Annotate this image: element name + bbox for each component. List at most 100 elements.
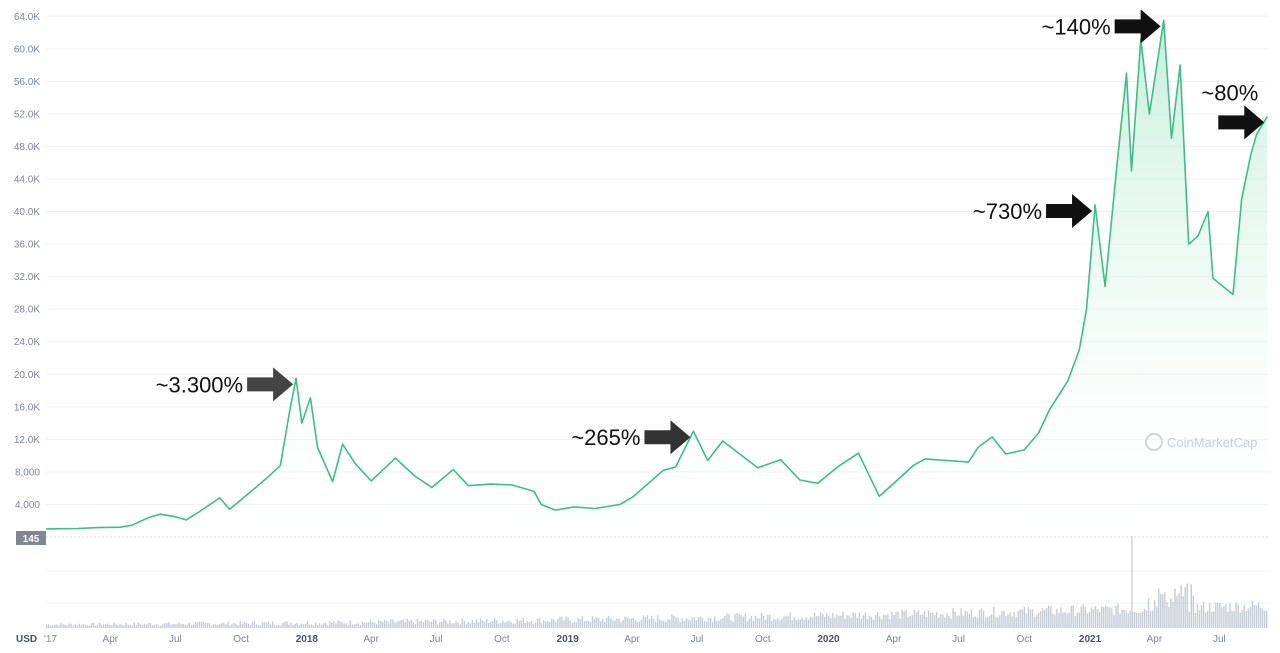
volume-bar	[581, 616, 584, 628]
x-tick-label: Apr	[1147, 634, 1163, 645]
volume-bar	[540, 623, 543, 628]
volume-bar	[204, 622, 207, 628]
volume-bar	[1113, 614, 1115, 628]
volume-bar	[997, 617, 999, 628]
volume-bar	[1208, 603, 1211, 628]
volume-bar	[524, 623, 527, 628]
volume-bar	[115, 624, 117, 628]
y-tick-label: 52.0K	[14, 109, 40, 120]
volume-bar	[697, 617, 700, 628]
volume-bar	[589, 622, 592, 628]
volume-bar	[353, 624, 355, 628]
volume-bar	[449, 620, 451, 628]
volume-bar	[337, 620, 339, 628]
volume-bar	[473, 622, 476, 628]
volume-bar	[1162, 594, 1164, 628]
volume-bar	[724, 615, 726, 628]
volume-bar	[151, 625, 154, 628]
volume-bar	[312, 625, 315, 628]
volume-bar	[1082, 604, 1085, 628]
volume-bar	[284, 621, 286, 628]
volume-bar	[1043, 610, 1046, 628]
volume-bar	[732, 621, 734, 628]
volume-bar	[638, 621, 641, 628]
volume-bar	[239, 621, 241, 628]
volume-bar	[420, 620, 423, 628]
annotation-arrow-icon	[247, 367, 294, 402]
volume-bar	[92, 622, 95, 628]
volume-bar	[54, 624, 56, 628]
volume-bar	[229, 625, 231, 628]
volume-bar	[579, 618, 582, 628]
volume-bar	[455, 621, 457, 628]
watermark: CoinMarketCap	[1145, 433, 1257, 451]
volume-bar	[976, 617, 979, 628]
volume-bar	[748, 618, 751, 628]
volume-bar	[80, 625, 83, 628]
volume-bar	[687, 619, 689, 628]
volume-bar	[819, 612, 822, 628]
volume-layer	[46, 536, 1268, 628]
volume-bar	[369, 619, 372, 628]
volume-bar	[155, 624, 158, 628]
volume-bar	[925, 617, 928, 628]
volume-bar	[355, 624, 357, 628]
volume-bar	[437, 624, 439, 628]
price-badge-box	[16, 531, 46, 545]
volume-bar	[396, 621, 398, 628]
volume-bar	[335, 623, 337, 628]
volume-bar	[526, 621, 529, 628]
volume-bar	[74, 624, 76, 628]
volume-bar	[408, 620, 410, 628]
volume-bar	[188, 622, 190, 628]
volume-bar	[219, 623, 221, 628]
volume-bar	[1074, 616, 1076, 628]
volume-bar	[720, 619, 722, 628]
volume-bar	[626, 617, 628, 628]
volume-bar	[813, 612, 816, 628]
volume-bar	[901, 609, 903, 628]
y-tick-label: 44.0K	[14, 175, 40, 186]
volume-bar	[950, 618, 952, 628]
volume-bar	[135, 625, 138, 628]
volume-bar	[744, 613, 746, 628]
volume-bar	[563, 620, 565, 628]
volume-bar	[1243, 604, 1245, 628]
volume-bar	[1060, 607, 1062, 628]
volume-bar	[373, 622, 376, 628]
volume-bar	[1245, 610, 1247, 628]
volume-bar	[180, 623, 182, 628]
volume-bar	[241, 623, 243, 628]
volume-bar	[669, 619, 671, 628]
volume-bar	[1096, 609, 1099, 628]
price-badge-label: 145	[23, 534, 40, 545]
volume-bar	[614, 620, 616, 628]
volume-bar	[714, 616, 716, 628]
volume-bar	[1056, 608, 1058, 628]
volume-bar	[215, 624, 217, 628]
volume-bar	[1194, 612, 1197, 628]
volume-bar	[367, 621, 370, 628]
volume-bar	[681, 618, 683, 628]
volume-bar	[522, 617, 524, 628]
volume-bar	[52, 625, 54, 628]
volume-bar	[267, 621, 270, 628]
volume-bar	[911, 615, 913, 628]
volume-bar	[471, 620, 474, 628]
volume-bar	[832, 612, 834, 628]
volume-bar	[463, 621, 465, 628]
volume-bar	[359, 624, 362, 628]
volume-bar	[872, 619, 875, 628]
volume-bar	[923, 610, 926, 628]
volume-bar	[836, 614, 838, 628]
volume-bar	[432, 619, 435, 628]
volume-bar	[137, 622, 140, 628]
volume-bar	[475, 619, 478, 628]
volume-bar	[1123, 609, 1125, 628]
volume-bar	[846, 615, 848, 628]
volume-bar	[274, 624, 276, 628]
volume-bar	[650, 615, 653, 628]
volume-bar	[86, 625, 89, 628]
volume-bar	[593, 618, 596, 628]
volume-bar	[1147, 598, 1150, 628]
